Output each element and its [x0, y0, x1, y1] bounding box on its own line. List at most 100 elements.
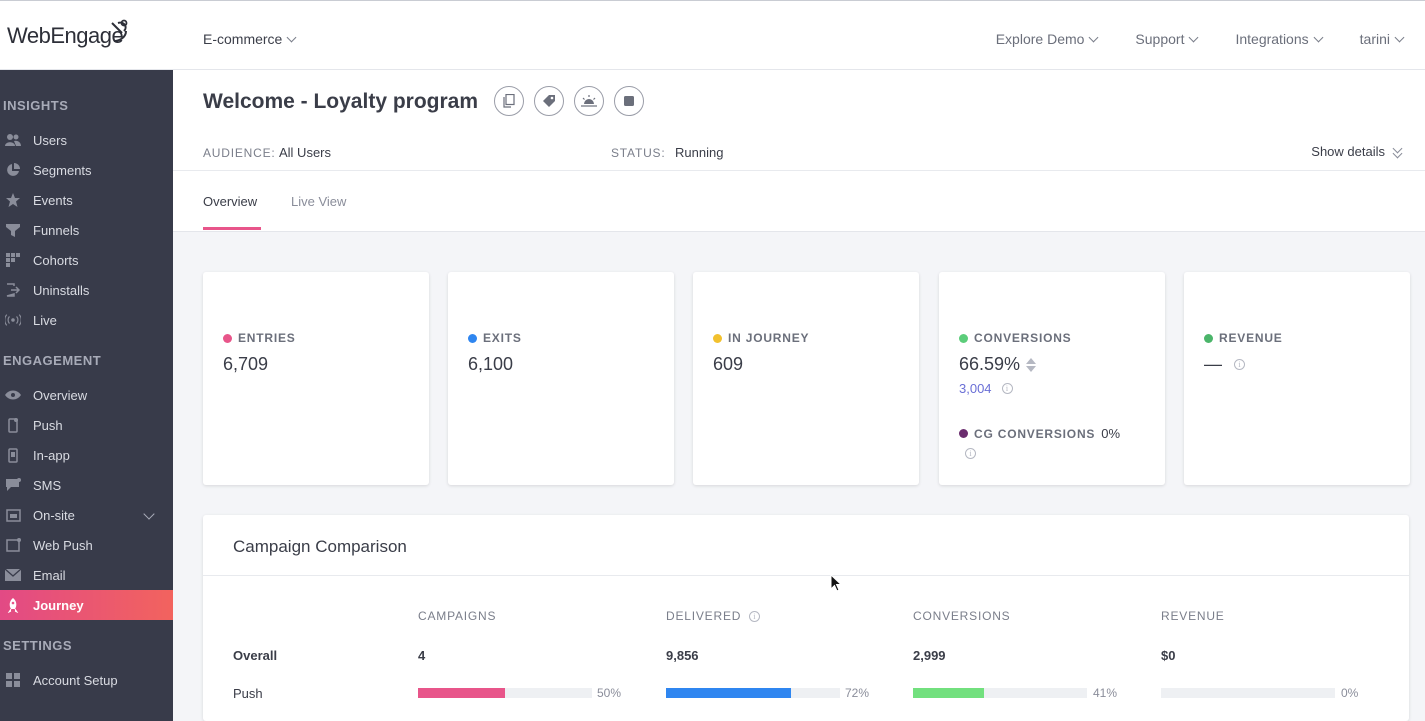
- sidebar-item-live[interactable]: Live: [0, 305, 173, 335]
- info-icon[interactable]: i: [965, 448, 976, 459]
- divider: [173, 170, 1425, 171]
- push-delivered-pct: 72%: [845, 686, 870, 700]
- project-name: E-commerce: [203, 31, 283, 47]
- sidebar-item-cohorts[interactable]: Cohorts: [0, 245, 173, 275]
- copy-button[interactable]: [494, 86, 524, 116]
- overall-revenue: $0: [1161, 648, 1176, 663]
- nav-user-menu[interactable]: tarini: [1360, 31, 1405, 47]
- stop-button[interactable]: [614, 86, 644, 116]
- tab-overview[interactable]: Overview: [203, 194, 258, 209]
- nav-support[interactable]: Support: [1135, 31, 1199, 47]
- sort-icon[interactable]: [1026, 358, 1037, 373]
- overall-conversions: 2,999: [913, 648, 946, 663]
- bar-fill: [418, 688, 505, 698]
- browser-icon: [5, 537, 21, 553]
- sidebar-item-web-push[interactable]: Web Push: [0, 530, 173, 560]
- entries-label: ENTRIES: [238, 331, 296, 345]
- sidebar-item-account-setup[interactable]: Account Setup: [0, 665, 173, 695]
- stop-icon: [624, 96, 634, 106]
- bar-fill: [666, 688, 792, 698]
- conversions-label: CONVERSIONS: [974, 331, 1072, 345]
- in-journey-value: 609: [713, 354, 744, 374]
- chevron-down-icon[interactable]: [143, 508, 155, 520]
- col-delivered: DELIVERED i: [666, 609, 761, 623]
- revenue-dot: [1204, 333, 1213, 343]
- rocket-icon: [5, 597, 21, 613]
- sidebar-section-engagement: ENGAGEMENT: [3, 353, 102, 368]
- star-icon: [5, 192, 21, 208]
- exit-icon: [5, 282, 21, 298]
- overall-campaigns: 4: [418, 648, 426, 663]
- sidebar: INSIGHTS Users Segments Events Funnels C…: [0, 70, 173, 721]
- push-delivered-bar: [666, 688, 840, 698]
- push-campaigns-pct: 50%: [597, 686, 622, 700]
- project-selector[interactable]: E-commerce: [203, 31, 297, 47]
- sidebar-section-insights: INSIGHTS: [3, 98, 69, 113]
- sidebar-item-email[interactable]: Email: [0, 560, 173, 590]
- cg-conversions-dot: [959, 429, 968, 438]
- sidebar-item-users[interactable]: Users: [0, 125, 173, 155]
- conversions-dot: [959, 333, 968, 343]
- audience-label: AUDIENCE:: [203, 146, 276, 160]
- sidebar-item-push[interactable]: Push: [0, 410, 173, 440]
- chevron-down-icon: [1189, 32, 1199, 42]
- push-conversions-bar: [913, 688, 1087, 698]
- conversions-value: 66.59%: [959, 354, 1021, 374]
- push-campaigns-bar: [418, 688, 592, 698]
- broadcast-icon: [5, 312, 21, 328]
- sidebar-item-sms[interactable]: SMS: [0, 470, 173, 500]
- logo[interactable]: WebEngage: [7, 23, 124, 48]
- chevron-down-icon: [286, 32, 297, 42]
- sidebar-item-funnels[interactable]: Funnels: [0, 215, 173, 245]
- mouse-cursor-icon: [830, 574, 843, 592]
- mail-icon: [5, 567, 21, 583]
- info-icon[interactable]: i: [749, 610, 761, 622]
- sidebar-item-journey[interactable]: Journey: [0, 590, 173, 620]
- chevron-down-icon: [1088, 32, 1099, 42]
- col-revenue: REVENUE: [1161, 609, 1225, 623]
- exits-card: EXITS 6,100: [448, 272, 674, 485]
- status-label: STATUS:: [611, 146, 666, 160]
- conversions-count: 3,004: [959, 381, 992, 396]
- grid-icon: [5, 252, 21, 268]
- in-journey-dot: [713, 333, 722, 343]
- revenue-value: —: [1204, 354, 1222, 374]
- sidebar-item-events[interactable]: Events: [0, 185, 173, 215]
- sunset-button[interactable]: [574, 86, 604, 116]
- sidebar-item-segments[interactable]: Segments: [0, 155, 173, 185]
- users-icon: [5, 132, 21, 148]
- exits-value: 6,100: [468, 354, 514, 374]
- exits-dot: [468, 333, 477, 343]
- status-value: Running: [675, 145, 724, 160]
- sidebar-section-settings: SETTINGS: [3, 638, 73, 653]
- col-campaigns: CAMPAIGNS: [418, 609, 497, 623]
- tag-button[interactable]: [534, 86, 564, 116]
- top-nav: Explore Demo Support Integrations tarini: [996, 31, 1405, 47]
- nav-explore-demo[interactable]: Explore Demo: [996, 31, 1099, 47]
- copy-icon: [503, 94, 515, 108]
- chevron-down-icon: [1313, 32, 1324, 42]
- revenue-label: REVENUE: [1219, 331, 1283, 345]
- conversions-card: CONVERSIONS 66.59% 3,004 i CG CONVERSION…: [939, 272, 1165, 485]
- divider: [203, 575, 1409, 576]
- info-icon[interactable]: i: [1001, 383, 1013, 394]
- page-title: Welcome - Loyalty program: [203, 90, 479, 113]
- in-journey-label: IN JOURNEY: [728, 331, 810, 345]
- info-icon[interactable]: i: [1234, 359, 1245, 370]
- entries-card: ENTRIES 6,709: [203, 272, 429, 485]
- campaign-comparison-title: Campaign Comparison: [233, 537, 407, 556]
- journey-header: Welcome - Loyalty program AUDIENCE: All …: [173, 70, 1425, 232]
- funnel-icon: [5, 222, 21, 238]
- tab-live-view[interactable]: Live View: [291, 194, 347, 209]
- sidebar-item-on-site[interactable]: On-site: [0, 500, 173, 530]
- sidebar-item-in-app[interactable]: In-app: [0, 440, 173, 470]
- chevron-down-icon: [1394, 32, 1405, 42]
- pie-icon: [5, 162, 21, 178]
- entries-value: 6,709: [223, 354, 269, 374]
- sidebar-item-uninstalls[interactable]: Uninstalls: [0, 275, 173, 305]
- sidebar-item-overview[interactable]: Overview: [0, 380, 173, 410]
- show-details-toggle[interactable]: Show details: [1311, 144, 1403, 159]
- nav-integrations[interactable]: Integrations: [1235, 31, 1324, 47]
- active-tab-indicator: [203, 227, 261, 230]
- exits-label: EXITS: [483, 331, 522, 345]
